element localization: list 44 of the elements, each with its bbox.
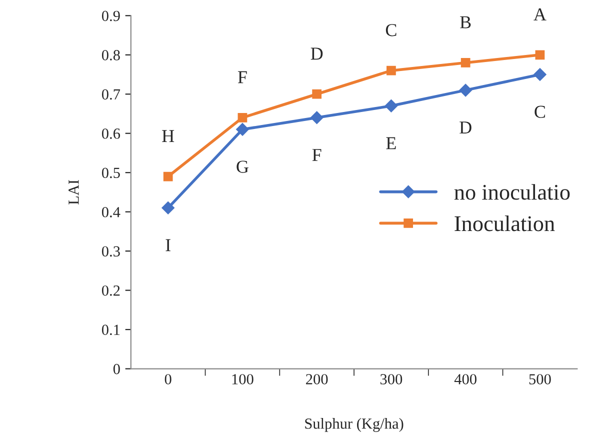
annotation: H bbox=[162, 130, 174, 142]
legend-label: Inoculation bbox=[454, 216, 555, 232]
x-tick-label: 400 bbox=[454, 374, 476, 384]
annotation: E bbox=[386, 137, 396, 150]
annotation: G bbox=[236, 160, 248, 173]
annotation: D bbox=[310, 48, 323, 60]
y-tick-label: 0.6 bbox=[102, 128, 120, 139]
point bbox=[236, 123, 249, 136]
point bbox=[386, 66, 396, 76]
point bbox=[459, 84, 472, 97]
y-tick-label: 0.1 bbox=[102, 324, 120, 336]
x-tick-label: 500 bbox=[529, 374, 551, 384]
point bbox=[535, 50, 545, 60]
annotation: F bbox=[312, 149, 322, 161]
y-tick-label: 0.3 bbox=[102, 246, 120, 257]
x-tick-label: 300 bbox=[380, 374, 402, 384]
annotation: F bbox=[238, 71, 247, 84]
x-tick-label: 100 bbox=[232, 374, 254, 384]
point bbox=[312, 89, 322, 99]
y-tick-label: 0.4 bbox=[102, 206, 120, 218]
annotation: D bbox=[460, 122, 472, 134]
legend-label: no inoculatio bbox=[454, 184, 570, 200]
y-tick-label: 0.2 bbox=[102, 285, 120, 296]
y-tick-label: 0.7 bbox=[102, 89, 120, 100]
point bbox=[384, 99, 398, 112]
annotation: C bbox=[386, 24, 396, 36]
x-axis-title: Sulphur (Kg/ha) bbox=[305, 418, 404, 432]
y-tick-label: 0 bbox=[113, 364, 120, 374]
annotation: I bbox=[166, 239, 170, 252]
annotation: A bbox=[534, 8, 546, 20]
point bbox=[163, 172, 173, 182]
y-axis-title: LAI bbox=[68, 180, 79, 204]
y-tick-label: 0.5 bbox=[102, 168, 120, 178]
x-tick-label: 200 bbox=[306, 374, 328, 384]
annotation: C bbox=[534, 106, 545, 118]
point bbox=[534, 68, 546, 81]
point bbox=[238, 112, 248, 122]
y-tick-label: 0.8 bbox=[102, 50, 120, 60]
point bbox=[310, 111, 324, 124]
x-tick-label: 0 bbox=[164, 374, 172, 384]
point bbox=[460, 58, 470, 68]
annotation: B bbox=[460, 16, 471, 28]
y-tick-label: 0.9 bbox=[102, 10, 120, 22]
point bbox=[162, 201, 174, 214]
